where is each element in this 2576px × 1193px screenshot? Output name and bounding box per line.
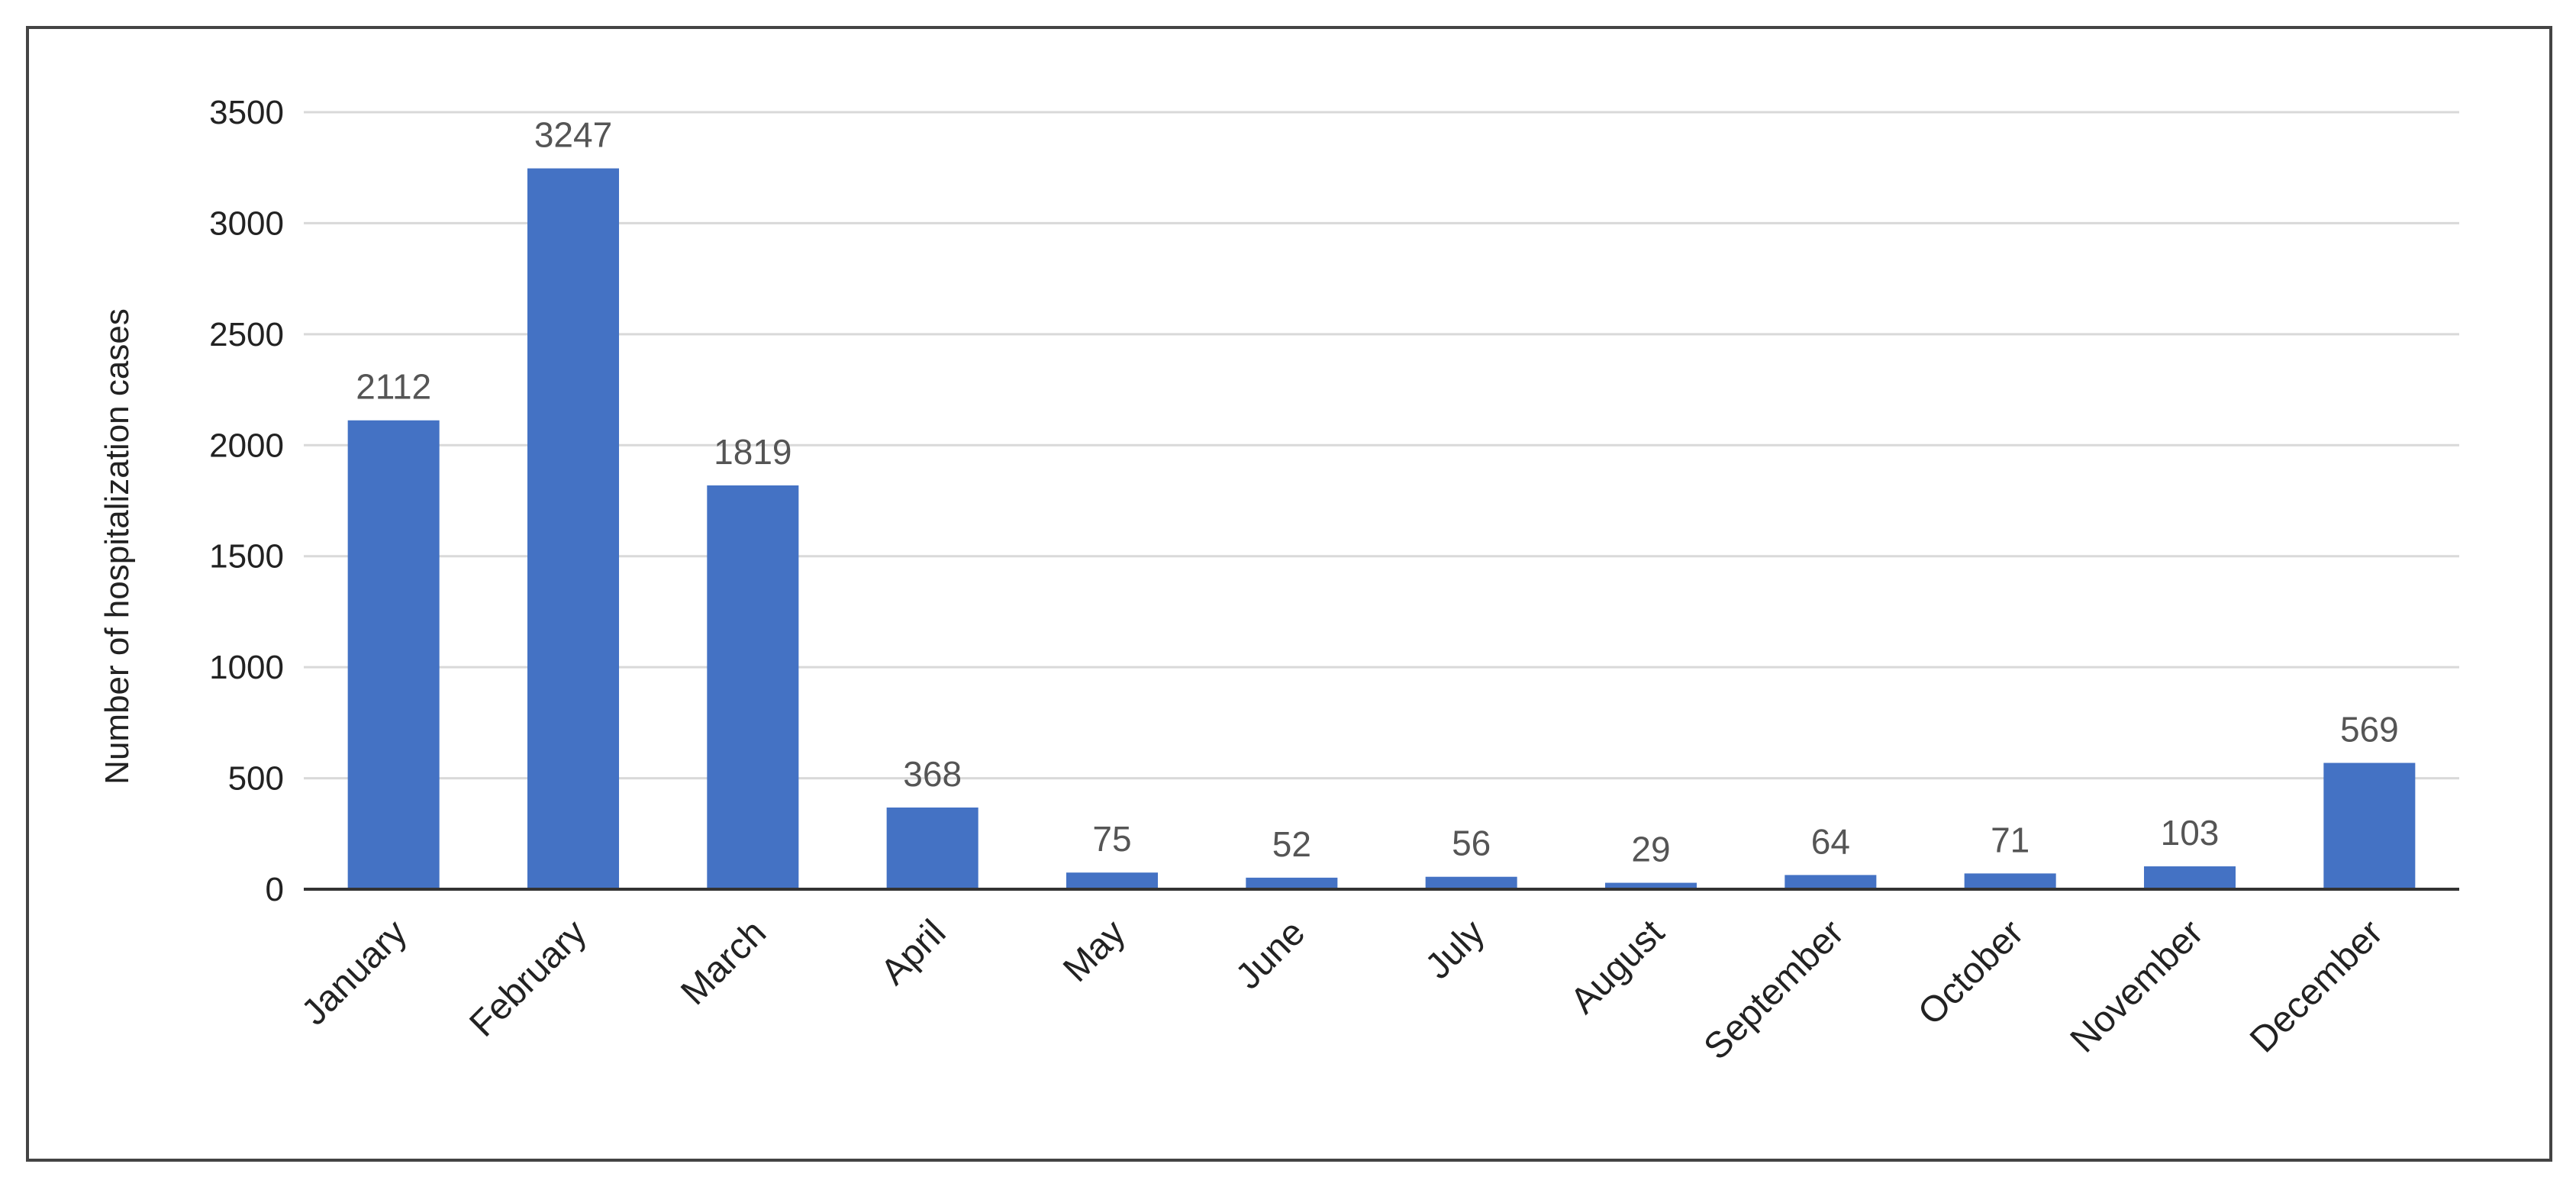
- bar-october: [1964, 873, 2056, 889]
- bar-december: [2323, 763, 2416, 889]
- x-tick-label: December: [2242, 912, 2391, 1060]
- y-axis-ticks: 0 500 1000 1500 2000 2500 3000 3500: [209, 94, 284, 908]
- x-tick-label: November: [2063, 912, 2211, 1060]
- x-tick-label: September: [1697, 912, 1852, 1068]
- data-labels: 2112 3247 1819 368 75 52 56 29 64 71 103 569: [356, 115, 2399, 869]
- y-tick-label: 1000: [209, 649, 284, 686]
- data-label: 368: [903, 754, 962, 794]
- data-label: 103: [2161, 813, 2220, 853]
- bar-may: [1066, 872, 1159, 889]
- x-tick-label: May: [1056, 912, 1133, 990]
- x-tick-label: February: [462, 912, 594, 1044]
- data-label: 56: [1452, 824, 1491, 863]
- bar-april: [886, 807, 978, 889]
- data-label: 3247: [534, 115, 612, 155]
- data-label: 75: [1092, 819, 1131, 859]
- y-axis-title: Number of hospitalization cases: [98, 308, 136, 785]
- bar-august: [1604, 882, 1697, 889]
- y-tick-label: 3500: [209, 94, 284, 131]
- bar-september: [1785, 875, 1877, 889]
- data-label: 29: [1631, 830, 1670, 869]
- x-tick-label: October: [1910, 912, 2031, 1033]
- bars: [347, 168, 2416, 889]
- x-tick-label: April: [873, 912, 953, 992]
- y-tick-label: 500: [228, 760, 284, 798]
- x-tick-label: July: [1418, 912, 1493, 987]
- data-label: 569: [2340, 710, 2399, 750]
- y-tick-label: 3000: [209, 205, 284, 242]
- data-label: 71: [1991, 820, 2030, 859]
- y-tick-label: 2500: [209, 316, 284, 353]
- gridlines: [304, 111, 2459, 780]
- bar-july: [1425, 876, 1517, 889]
- data-label: 1819: [714, 432, 791, 472]
- y-tick-label: 0: [266, 871, 284, 908]
- x-tick-label: March: [673, 912, 774, 1013]
- x-tick-label: January: [294, 912, 414, 1033]
- bar-november: [2143, 866, 2236, 889]
- y-tick-label: 2000: [209, 427, 284, 464]
- x-tick-label: June: [1228, 912, 1313, 997]
- chart-frame: [26, 26, 2552, 1162]
- x-tick-label: August: [1563, 912, 1672, 1021]
- x-axis-ticks: January February March April May June July Augu…: [294, 912, 2391, 1068]
- bar-january: [347, 420, 440, 889]
- y-tick-label: 1500: [209, 538, 284, 576]
- bar-march: [707, 485, 799, 889]
- data-label: 64: [1811, 821, 1850, 861]
- data-label: 2112: [356, 367, 431, 407]
- bar-june: [1246, 877, 1338, 889]
- data-label: 52: [1272, 824, 1311, 864]
- bar-february: [527, 168, 620, 889]
